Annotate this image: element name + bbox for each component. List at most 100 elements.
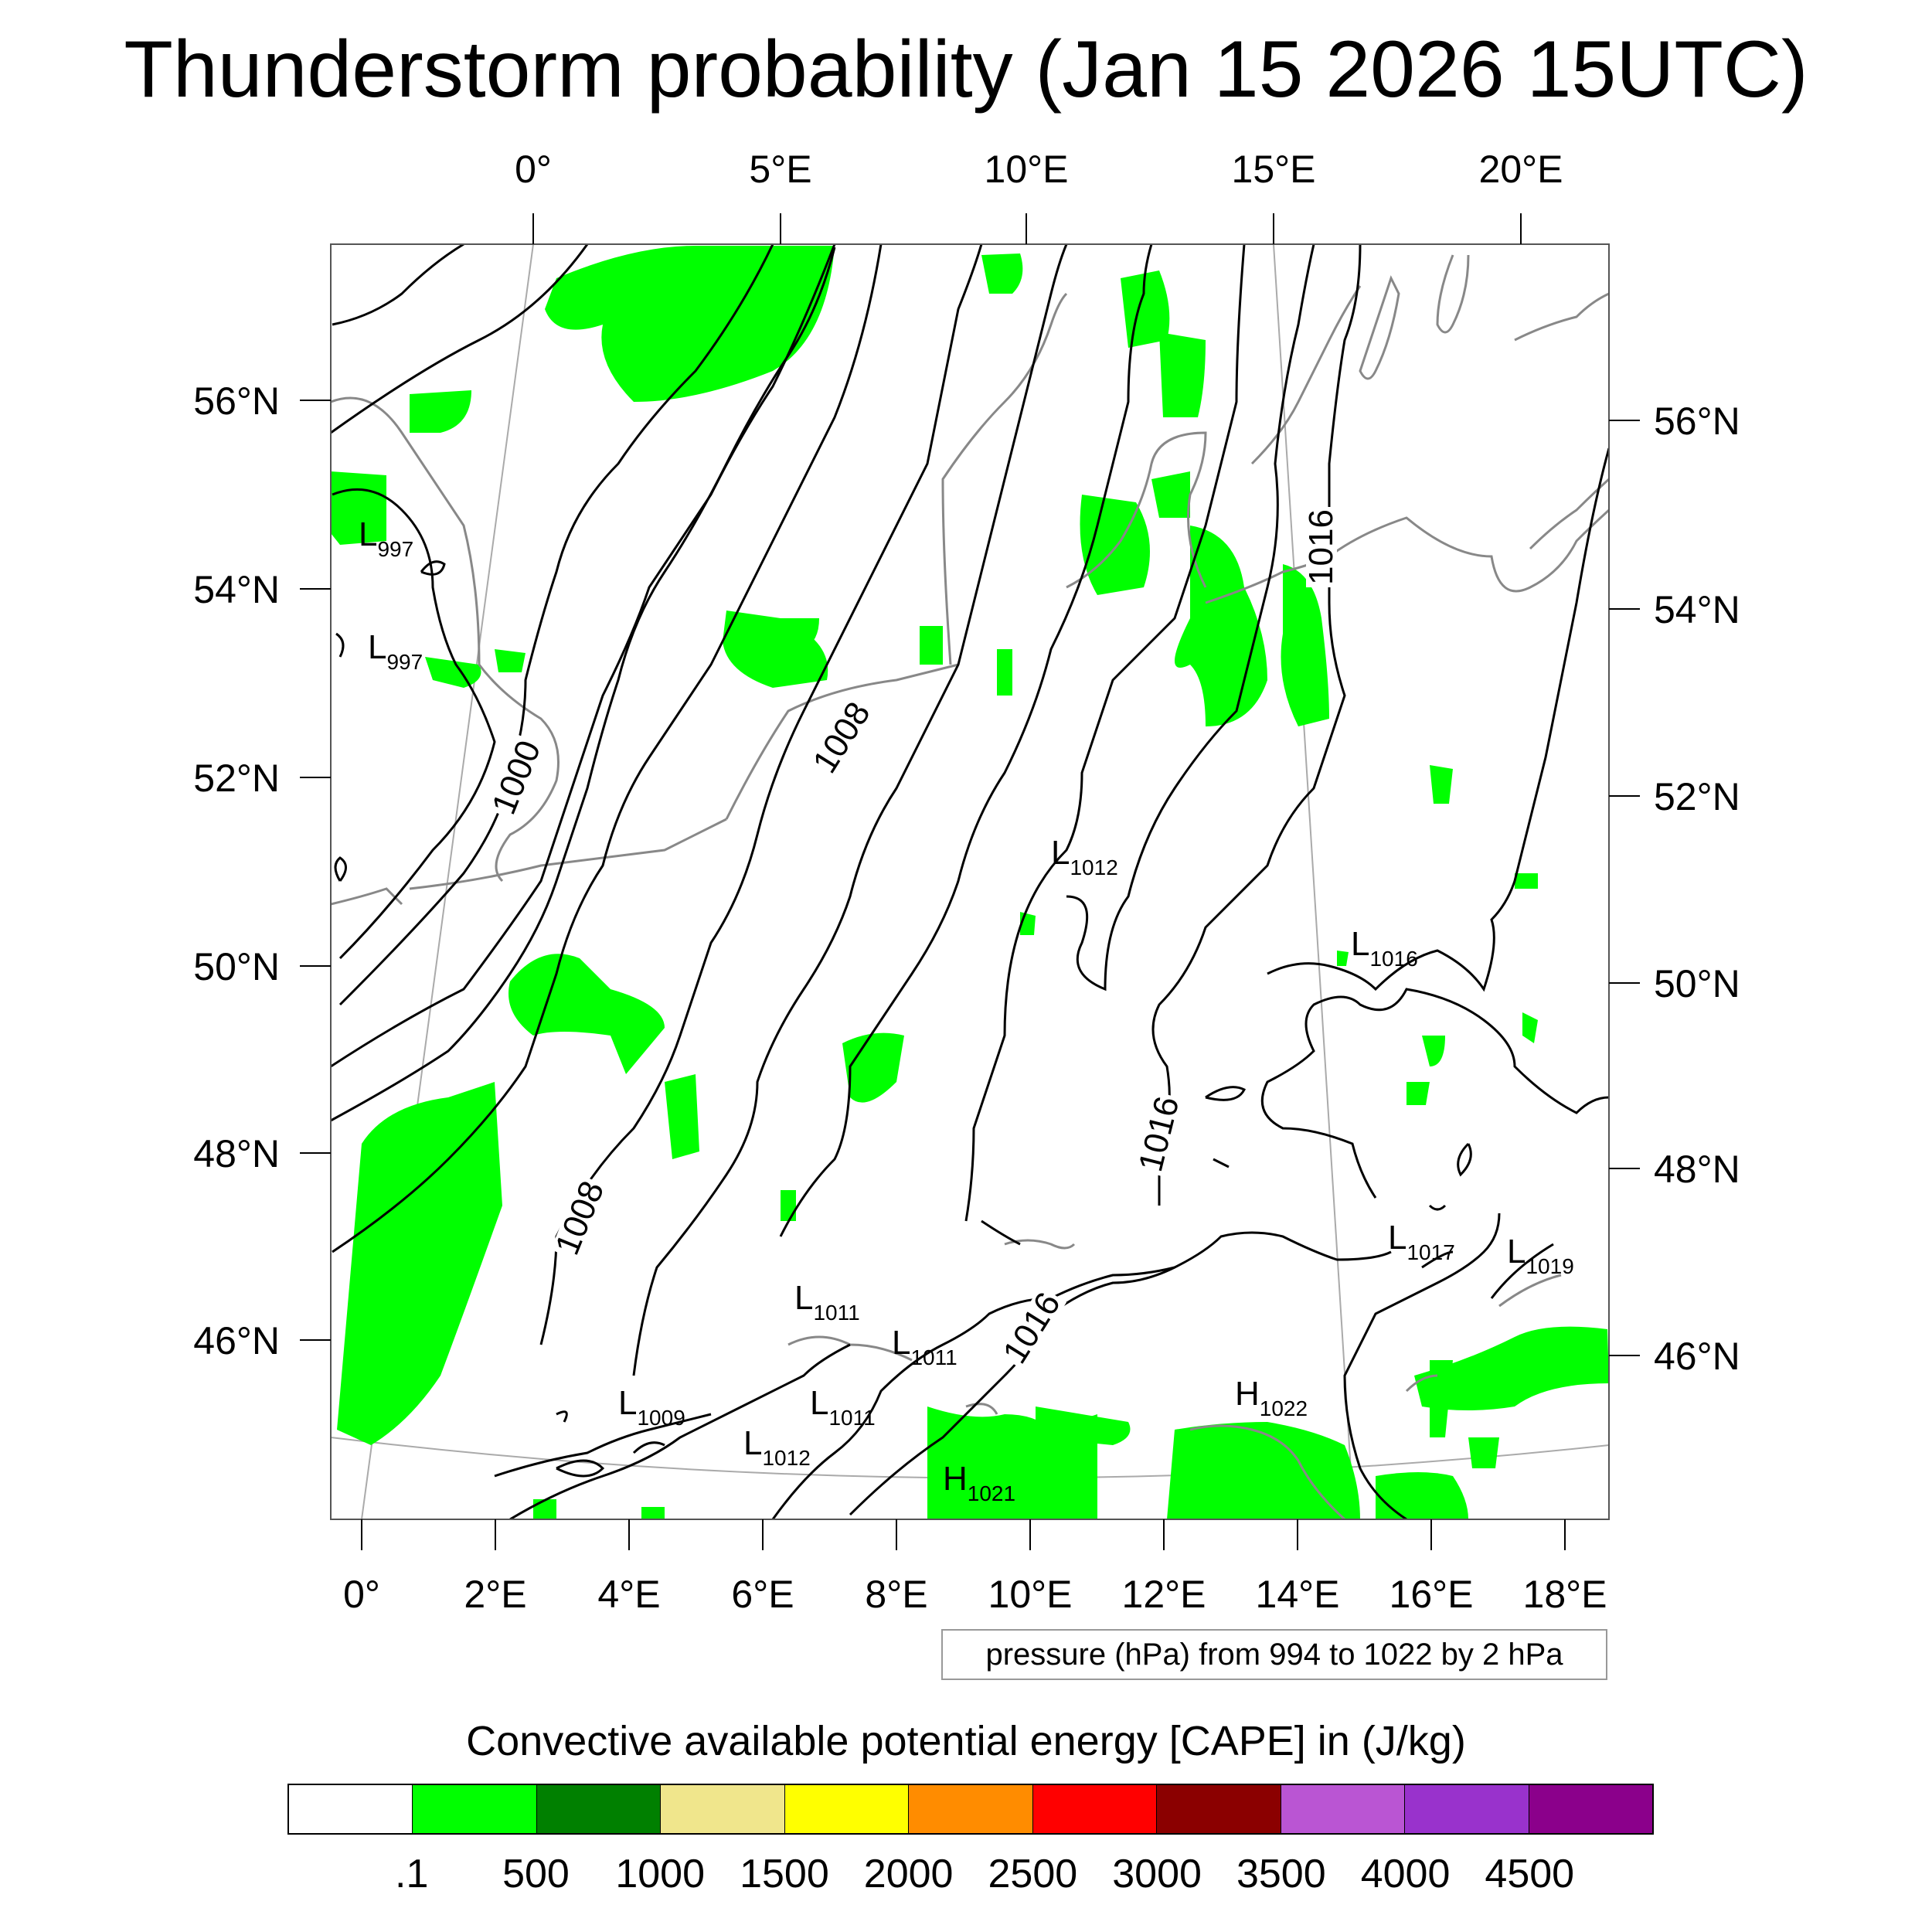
contour-label: 1000 (485, 736, 548, 820)
top-lon-label: 0° (515, 148, 552, 191)
pressure-center-label: L997 (359, 515, 413, 561)
colorbar-box (661, 1785, 785, 1833)
isobar (334, 856, 347, 882)
isobar (1066, 244, 1315, 992)
cape-area (1422, 1036, 1445, 1066)
pressure-contour-note: pressure (hPa) from 994 to 1022 by 2 hPa (941, 1629, 1607, 1680)
bottom-lon-label: 2°E (464, 1573, 526, 1616)
left-lat-label: 48°N (193, 1132, 280, 1175)
isobar (331, 244, 836, 1068)
left-lat-label: 56°N (193, 379, 280, 423)
bottom-lon-label: 4°E (597, 1573, 660, 1616)
isobar (332, 488, 496, 960)
pressure-center-label: L997 (368, 628, 423, 674)
cape-area (509, 954, 665, 1074)
isobar (1151, 244, 1362, 1206)
cape-area (1175, 526, 1267, 726)
right-lat-label: 52°N (1654, 775, 1740, 818)
isobar (509, 1343, 851, 1519)
pressure-centers: L997 L997 L1012 L1016 L1017 L1019 L1011 … (359, 515, 1574, 1505)
left-lat-label: 50°N (193, 945, 280, 988)
cape-area (981, 253, 1023, 294)
bottom-lon-label: 16°E (1389, 1573, 1474, 1616)
cape-area (1337, 951, 1349, 966)
colorbar-title: Convective available potential energy [C… (466, 1718, 1466, 1764)
cape-areas (331, 246, 1609, 1519)
pressure-center-label: H1021 (943, 1460, 1015, 1505)
isobar (632, 1441, 665, 1454)
isobar (1205, 1086, 1247, 1101)
cape-area (781, 1190, 796, 1221)
colorbar (287, 1784, 1654, 1835)
cape-area (410, 390, 471, 433)
cape-area (1167, 1422, 1360, 1519)
top-lon-label: 10°E (985, 148, 1069, 191)
colorbar-box (413, 1785, 537, 1833)
colorbar-box (909, 1785, 1033, 1833)
bottom-lon-label: 0° (343, 1573, 380, 1616)
right-lat-label: 50°N (1654, 962, 1740, 1005)
colorbar-box (1157, 1785, 1281, 1833)
cape-area (1522, 1012, 1538, 1043)
left-lat-labels: 56°N 54°N 52°N 50°N 48°N 46°N (193, 379, 280, 1362)
pressure-center-label: L1012 (743, 1424, 811, 1470)
right-lat-labels: 56°N 54°N 52°N 50°N 48°N 46°N (1654, 400, 1740, 1378)
bottom-lon-labels: 0° 2°E 4°E 6°E 8°E 10°E 12°E 14°E 16°E 1… (343, 1573, 1607, 1616)
isobar (331, 247, 836, 1122)
colorbar-label: 1500 (740, 1852, 829, 1896)
colorbar-label: 4500 (1485, 1852, 1575, 1896)
isobar (771, 1266, 1175, 1519)
cape-area (1406, 1082, 1430, 1105)
isobar (1213, 1158, 1230, 1168)
colorbar-labels: .1 500 1000 1500 2000 2500 3000 3500 4000 4500 (0, 1847, 1932, 1901)
isobar (539, 244, 983, 1345)
isobar (1267, 447, 1609, 992)
cape-area (337, 1082, 502, 1445)
colorbar-label: 2500 (988, 1852, 1078, 1896)
bottom-lon-label: 8°E (865, 1573, 927, 1616)
colorbar-label: 1000 (615, 1852, 706, 1896)
isobars (331, 244, 1609, 1519)
cape-area (997, 649, 1012, 696)
colorbar-box (1529, 1785, 1652, 1833)
colorbar-box (536, 1785, 662, 1833)
colorbar-label: 3500 (1236, 1852, 1326, 1896)
pressure-center-label: L1011 (810, 1384, 876, 1430)
isobar (494, 1413, 712, 1478)
pressure-center-label: H1022 (1235, 1375, 1308, 1420)
contour-label: 1008 (548, 1176, 611, 1260)
isobar (332, 244, 883, 1253)
cape-area (545, 246, 835, 402)
isobar (1421, 1250, 1454, 1269)
isobar (331, 244, 589, 434)
colorbar-box (1405, 1785, 1529, 1833)
pressure-center-label: L1009 (618, 1384, 685, 1430)
isobar (981, 1219, 1021, 1246)
left-lat-label: 52°N (193, 757, 280, 800)
cape-area (842, 1032, 904, 1103)
pressure-center-label: L1011 (892, 1324, 957, 1369)
cape-area (920, 626, 943, 665)
chart-title: Thunderstorm probability (Jan 15 2026 15… (124, 25, 1808, 114)
cape-area (1515, 873, 1538, 889)
bottom-lon-label: 6°E (731, 1573, 794, 1616)
cape-area (533, 1499, 556, 1519)
isobar (556, 1410, 568, 1423)
colorbar-box (784, 1785, 910, 1833)
isobar (1343, 1213, 1501, 1519)
cape-area (1468, 1437, 1499, 1468)
bottom-lon-label: 14°E (1256, 1573, 1340, 1616)
colorbar-label: .1 (395, 1852, 429, 1896)
isobar (964, 244, 1246, 1222)
bottom-lon-label: 18°E (1523, 1573, 1607, 1616)
cape-area (495, 649, 526, 672)
pressure-center-label: L1012 (1051, 834, 1118, 879)
colorbar-label: 500 (502, 1852, 570, 1896)
isobar (335, 632, 345, 658)
top-lon-label: 15°E (1232, 148, 1316, 191)
map-content (331, 244, 1609, 1519)
cape-area (1080, 495, 1150, 595)
cape-area (726, 618, 819, 649)
cape-area (665, 1074, 699, 1159)
